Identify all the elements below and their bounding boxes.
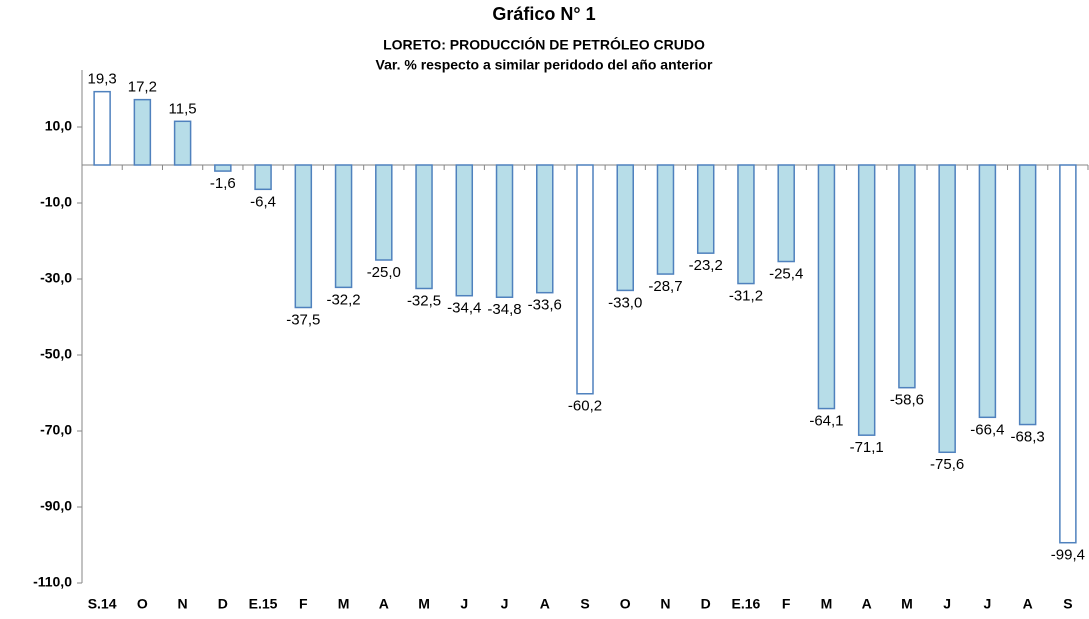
x-tick-label: M bbox=[901, 596, 913, 612]
chart-title: Gráfico N° 1 bbox=[492, 4, 595, 24]
bar bbox=[737, 164, 755, 285]
data-label: -60,2 bbox=[568, 398, 602, 415]
x-tick-label: O bbox=[137, 596, 148, 612]
x-tick-label: D bbox=[701, 596, 711, 612]
chart-subtitle: LORETO: PRODUCCIÓN DE PETRÓLEO CRUDO bbox=[383, 36, 705, 53]
data-label: -71,1 bbox=[850, 439, 884, 456]
bar bbox=[133, 98, 152, 166]
bar bbox=[173, 120, 192, 166]
data-label: -32,2 bbox=[326, 291, 360, 308]
data-label: 19,3 bbox=[88, 71, 117, 88]
bar bbox=[1018, 164, 1037, 426]
data-label: -33,6 bbox=[528, 297, 562, 314]
x-tick-label: S bbox=[1063, 596, 1072, 612]
x-tick-label: N bbox=[660, 596, 670, 612]
data-label: -31,2 bbox=[729, 288, 763, 305]
data-label: -6,4 bbox=[250, 193, 276, 210]
y-tick-label: -50,0 bbox=[40, 346, 72, 362]
y-tick-label: 10,0 bbox=[45, 118, 72, 134]
x-tick-label: M bbox=[338, 596, 350, 612]
x-tick-label: E.16 bbox=[732, 596, 761, 612]
bar bbox=[334, 164, 353, 289]
data-label: -33,0 bbox=[608, 294, 642, 311]
x-tick-label: J bbox=[501, 596, 509, 612]
x-tick-label: A bbox=[379, 596, 389, 612]
data-label: -28,7 bbox=[648, 278, 682, 295]
bar bbox=[294, 164, 313, 309]
x-tick-label: F bbox=[782, 596, 791, 612]
x-tick-label: J bbox=[984, 596, 992, 612]
data-label: -1,6 bbox=[210, 175, 236, 192]
x-tick-label: M bbox=[418, 596, 430, 612]
x-tick-label: O bbox=[620, 596, 631, 612]
bar bbox=[616, 164, 634, 292]
data-label: -68,3 bbox=[1011, 429, 1045, 446]
x-tick-label: A bbox=[540, 596, 550, 612]
data-label: -34,8 bbox=[487, 301, 521, 318]
data-label: -58,6 bbox=[890, 392, 924, 409]
bar bbox=[576, 164, 594, 395]
data-label: 11,5 bbox=[169, 100, 197, 117]
y-tick-label: -10,0 bbox=[40, 194, 72, 210]
bar bbox=[214, 164, 232, 172]
bar bbox=[254, 164, 272, 191]
chart-subtitle: Var. % respecto a similar peridodo del a… bbox=[376, 57, 713, 73]
bar bbox=[978, 164, 997, 419]
y-tick-label: -30,0 bbox=[40, 270, 72, 286]
x-tick-label: A bbox=[862, 596, 872, 612]
data-label: -66,4 bbox=[970, 421, 1004, 438]
data-label: -64,1 bbox=[809, 413, 843, 430]
bar bbox=[898, 164, 916, 389]
bar bbox=[777, 164, 795, 263]
y-tick-label: -90,0 bbox=[40, 498, 72, 514]
bar bbox=[93, 90, 111, 166]
data-label: -23,2 bbox=[689, 257, 723, 274]
x-tick-label: E.15 bbox=[249, 596, 278, 612]
bar bbox=[817, 164, 836, 410]
bar bbox=[415, 164, 433, 290]
bar bbox=[455, 164, 474, 297]
bar bbox=[536, 164, 554, 294]
bar bbox=[656, 164, 675, 275]
data-label: -32,5 bbox=[407, 292, 441, 309]
bar bbox=[857, 164, 876, 436]
bar bbox=[375, 164, 393, 261]
x-tick-label: A bbox=[1023, 596, 1033, 612]
bar bbox=[1059, 164, 1077, 544]
bar bbox=[938, 164, 956, 454]
x-tick-label: F bbox=[299, 596, 308, 612]
data-label: 17,2 bbox=[128, 79, 157, 96]
x-tick-label: D bbox=[218, 596, 228, 612]
data-label: -75,6 bbox=[930, 456, 964, 473]
x-tick-label: M bbox=[821, 596, 833, 612]
y-tick-label: -110,0 bbox=[33, 574, 72, 590]
y-tick-label: -70,0 bbox=[40, 422, 72, 438]
x-tick-label: N bbox=[178, 596, 188, 612]
x-tick-label: S.14 bbox=[88, 596, 117, 612]
bar bbox=[495, 164, 514, 298]
data-label: -25,4 bbox=[769, 265, 803, 282]
data-label: -25,0 bbox=[367, 264, 401, 281]
data-label: -34,4 bbox=[447, 300, 481, 317]
x-tick-label: S bbox=[580, 596, 589, 612]
data-label: -37,5 bbox=[286, 311, 320, 328]
bar bbox=[696, 164, 715, 254]
data-label: -99,4 bbox=[1051, 547, 1085, 564]
x-tick-label: J bbox=[943, 596, 951, 612]
x-tick-label: J bbox=[460, 596, 468, 612]
